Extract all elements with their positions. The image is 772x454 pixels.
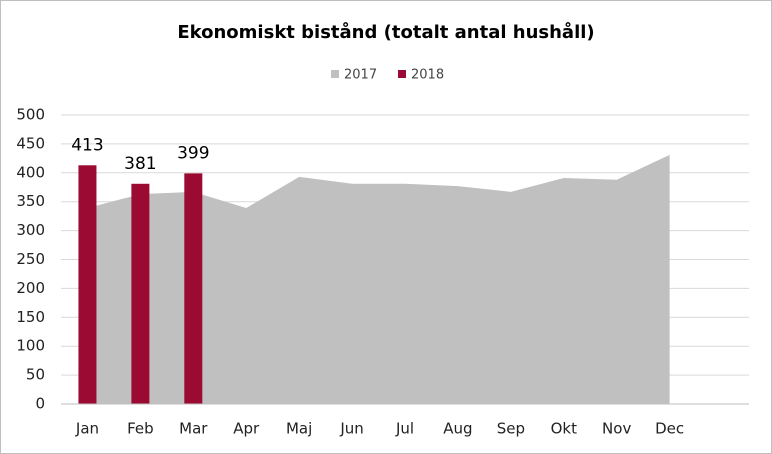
value-label: 399 (177, 143, 209, 163)
x-tick-label: Jul (395, 420, 414, 438)
value-label: 413 (71, 135, 103, 155)
x-tick-label: Okt (551, 420, 577, 438)
x-tick-label: Maj (286, 420, 312, 438)
x-tick-label: Apr (233, 420, 260, 438)
value-label: 381 (124, 154, 156, 174)
x-tick-label: Jan (75, 420, 99, 438)
y-tick-label: 50 (26, 366, 45, 384)
x-tick-label: Feb (127, 420, 154, 438)
y-tick-label: 200 (16, 279, 45, 297)
legend-swatch (398, 70, 406, 78)
y-tick-label: 250 (16, 250, 45, 268)
y-tick-label: 400 (16, 163, 45, 181)
x-tick-label: Dec (655, 420, 684, 438)
y-tick-label: 450 (16, 134, 45, 152)
x-tick-label: Sep (497, 420, 525, 438)
bar (78, 165, 97, 404)
bar (184, 173, 203, 404)
x-tick-label: Nov (602, 420, 631, 438)
y-tick-label: 100 (16, 337, 45, 355)
area (87, 154, 670, 404)
x-tick-label: Aug (443, 420, 472, 438)
legend-label: 2018 (411, 68, 444, 83)
bar (131, 183, 150, 404)
y-tick-label: 350 (16, 192, 45, 210)
legend-swatch (331, 70, 339, 78)
x-tick-label: Jun (339, 420, 363, 438)
chart-title: Ekonomiskt bistånd (totalt antal hushåll… (177, 21, 594, 43)
y-tick-label: 0 (35, 395, 45, 413)
y-tick-label: 500 (16, 106, 45, 124)
legend-label: 2017 (344, 68, 377, 83)
y-tick-label: 150 (16, 308, 45, 326)
y-tick-label: 300 (16, 221, 45, 239)
x-tick-label: Mar (179, 420, 208, 438)
